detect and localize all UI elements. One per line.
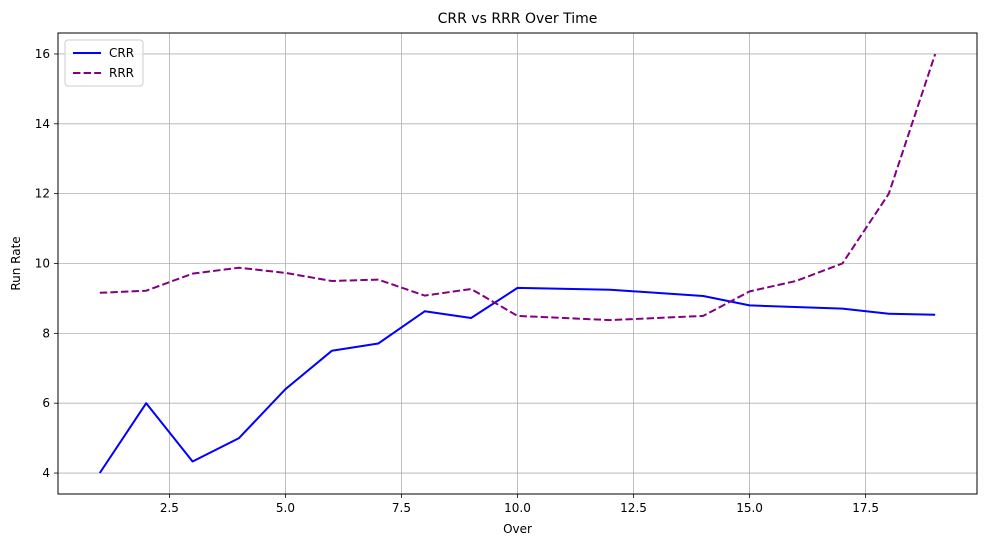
y-tick-label: 10 bbox=[35, 257, 50, 271]
series-line-crr bbox=[98, 286, 936, 474]
x-tick-label: 10.0 bbox=[504, 501, 531, 515]
legend: CRR RRR bbox=[64, 39, 144, 87]
x-tick-label: 15.0 bbox=[736, 501, 763, 515]
legend-box bbox=[64, 39, 144, 87]
y-tick-label: 4 bbox=[42, 466, 50, 480]
grid bbox=[58, 33, 977, 494]
x-tick-label: 17.5 bbox=[852, 501, 879, 515]
chart-title: CRR vs RRR Over Time bbox=[438, 11, 598, 27]
y-tick-label: 12 bbox=[35, 187, 50, 201]
y-axis: 4 6 8 10 12 14 16 bbox=[35, 47, 58, 480]
x-axis: 2.5 5.0 7.5 10.0 12.5 15.0 17.5 bbox=[160, 494, 879, 515]
series-line-rrr bbox=[99, 53, 937, 322]
y-axis-label: Run Rate bbox=[9, 236, 23, 290]
series-layer bbox=[98, 53, 937, 474]
y-tick-label: 14 bbox=[35, 117, 50, 131]
x-tick-label: 7.5 bbox=[392, 501, 411, 515]
y-tick-label: 8 bbox=[42, 326, 50, 340]
y-tick-label: 16 bbox=[35, 47, 50, 61]
x-tick-label: 5.0 bbox=[276, 501, 295, 515]
legend-label-rrr: RRR bbox=[109, 66, 134, 80]
x-axis-label: Over bbox=[503, 522, 532, 536]
x-tick-label: 2.5 bbox=[160, 501, 179, 515]
y-tick-label: 6 bbox=[42, 396, 50, 410]
x-tick-label: 12.5 bbox=[620, 501, 647, 515]
legend-label-crr: CRR bbox=[109, 46, 134, 60]
